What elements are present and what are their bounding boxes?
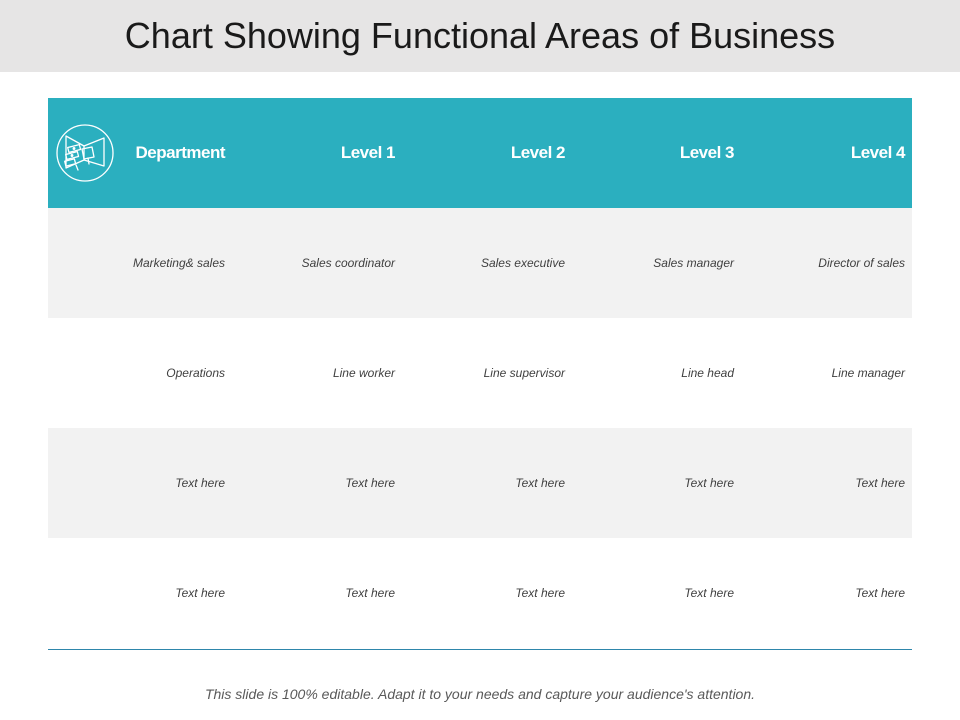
table-cell: Text here [345,586,395,600]
table-cell: Text here [175,476,225,490]
table-cell: Line manager [831,366,905,380]
header-level-3: Level 3 [679,143,735,162]
functional-areas-table: Department Level 1 Level 2 Level 3 Level… [48,98,912,648]
table-row: Text here Text here Text here Text here … [48,538,912,648]
footer-note: This slide is 100% editable. Adapt it to… [204,686,756,702]
marketing-megaphone-icon [56,124,114,182]
header-department: Department [135,143,226,162]
slide-title: Chart Showing Functional Areas of Busine… [124,15,836,56]
table-cell: Text here [855,476,905,490]
table-cell: Marketing& sales [132,256,225,270]
table-row: Marketing& sales Sales coordinator Sales… [48,208,912,318]
table-cell: Text here [855,586,905,600]
table-cell: Sales executive [480,256,565,270]
title-bar: Chart Showing Functional Areas of Busine… [0,0,960,72]
table-cell: Text here [515,586,565,600]
table-cell: Director of sales [818,256,905,270]
table-cell: Text here [684,586,734,600]
table-cell: Text here [345,476,395,490]
bottom-divider [48,649,912,650]
table-cell: Sales coordinator [301,256,395,270]
table-cell: Text here [515,476,565,490]
table-row: Operations Line worker Line supervisor L… [48,318,912,428]
table-cell: Text here [684,476,734,490]
table-cell: Sales manager [653,256,734,270]
table-row: Text here Text here Text here Text here … [48,428,912,538]
table-header-row: Department Level 1 Level 2 Level 3 Level… [48,98,912,208]
table-cell: Operations [166,366,225,380]
table-cell: Text here [175,586,225,600]
table-cell: Line supervisor [483,366,565,380]
header-level-4: Level 4 [850,143,906,162]
table-cell: Line head [681,366,734,380]
table-cell: Line worker [332,366,395,380]
header-level-1: Level 1 [340,143,396,162]
header-level-2: Level 2 [510,143,566,162]
